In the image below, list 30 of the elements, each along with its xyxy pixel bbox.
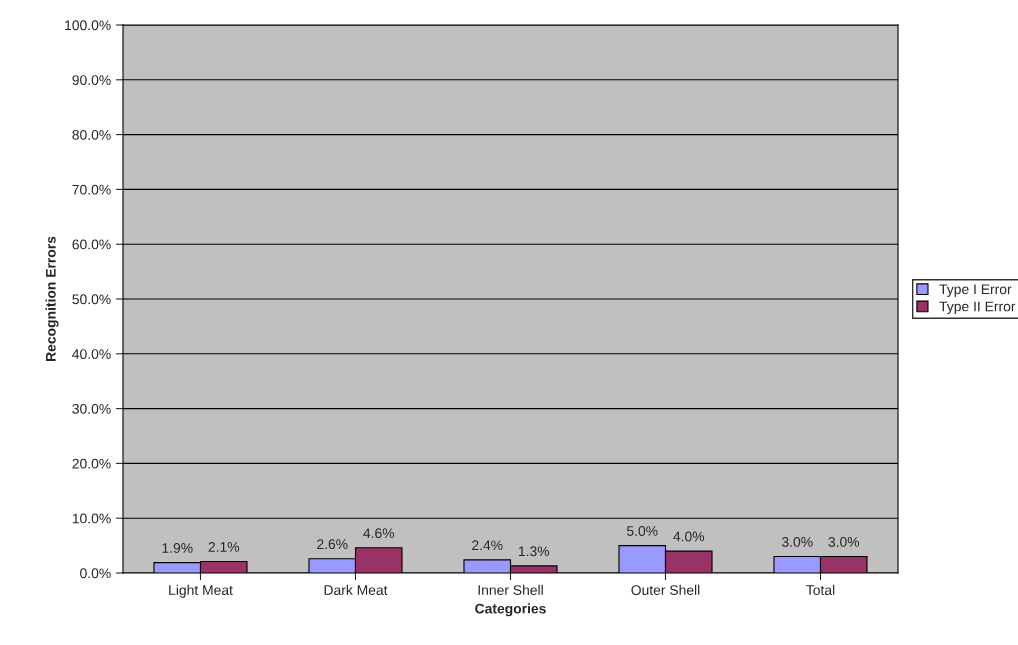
data-label: 1.3% xyxy=(518,546,550,557)
y-tick-label: 20.0% xyxy=(72,458,111,469)
x-axis-title: Categories xyxy=(475,603,546,617)
data-label: 4.0% xyxy=(673,531,705,542)
data-label: 2.4% xyxy=(472,540,503,551)
y-tick-label: 10.0% xyxy=(72,513,111,524)
y-axis-title: Recognition Errors xyxy=(45,236,59,361)
legend-label: Type I Error xyxy=(939,284,1012,297)
x-tick-label: Inner Shell xyxy=(478,584,543,596)
y-tick-label: 70.0% xyxy=(72,184,111,195)
data-label: 2.1% xyxy=(208,541,240,552)
x-tick-label: Total xyxy=(806,584,835,596)
y-tick-label: 40.0% xyxy=(72,349,111,359)
y-tick-label: 0.0% xyxy=(80,568,111,579)
y-tick-label: 100.0% xyxy=(65,20,111,31)
x-tick-label: Outer Shell xyxy=(631,584,700,596)
x-tick-label: Light Meat xyxy=(169,584,233,598)
data-label: 5.0% xyxy=(626,526,658,536)
y-tick-label: 80.0% xyxy=(72,129,111,140)
y-tick-label: 90.0% xyxy=(72,75,111,85)
data-label: 3.0% xyxy=(828,537,860,547)
data-label: 2.6% xyxy=(317,539,348,550)
y-tick-label: 60.0% xyxy=(72,239,111,250)
y-tick-label: 50.0% xyxy=(72,294,111,305)
x-tick-label: Dark Meat xyxy=(324,584,388,596)
legend-label: Type II Error xyxy=(939,301,1016,315)
data-label: 1.9% xyxy=(162,543,193,553)
data-label: 3.0% xyxy=(781,537,813,547)
y-tick-label: 30.0% xyxy=(72,403,111,414)
data-label: 4.6% xyxy=(363,528,395,539)
